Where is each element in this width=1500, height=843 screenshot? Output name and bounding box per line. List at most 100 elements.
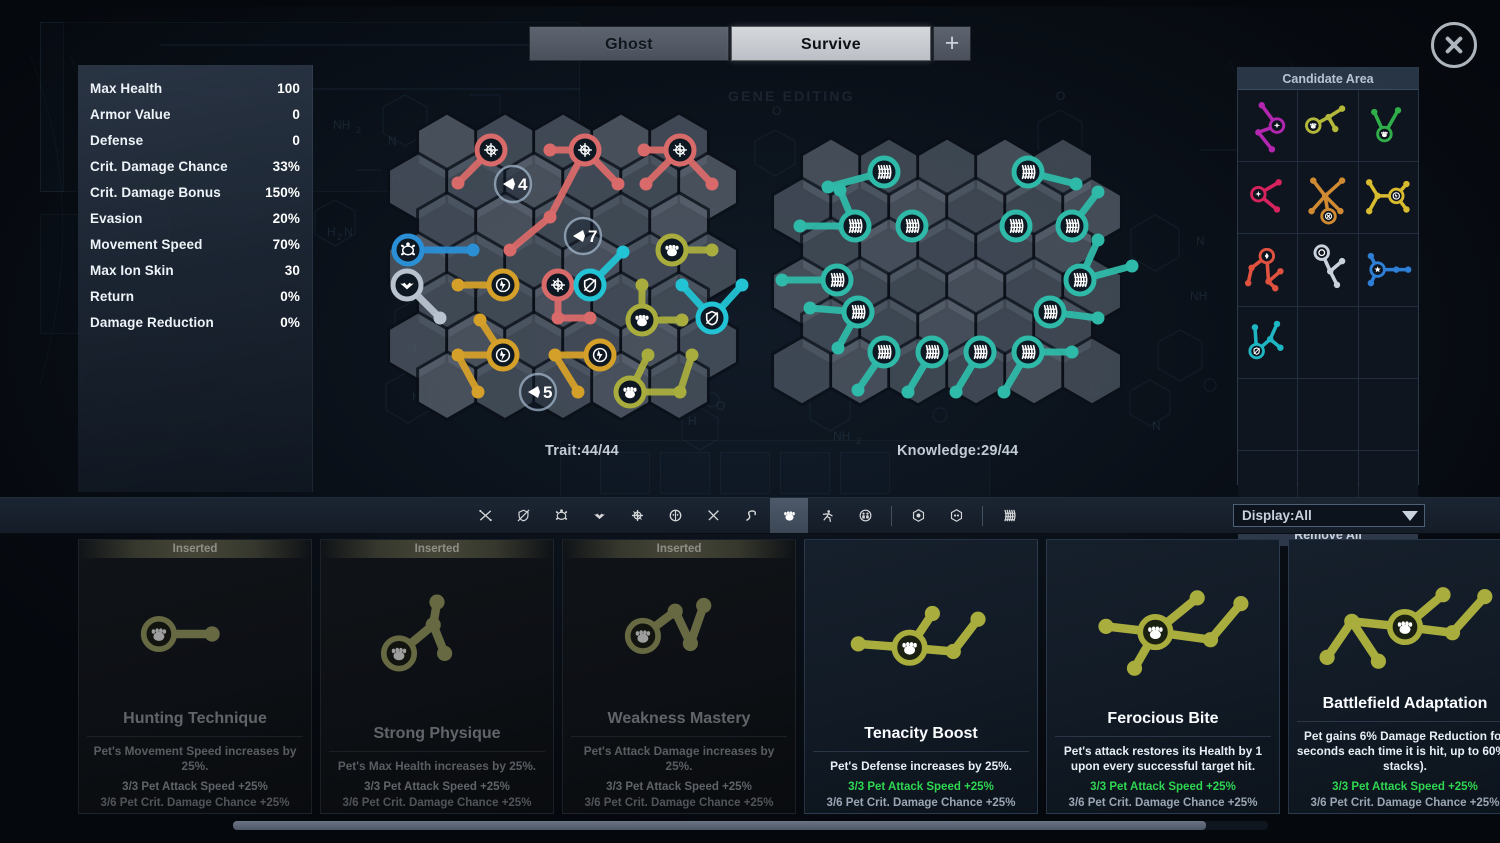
card-set-bonuses: 3/3 Pet Attack Speed +25% 3/6 Pet Crit. D… bbox=[1054, 780, 1272, 813]
gene-chain[interactable] bbox=[1011, 155, 1083, 191]
tab-ghost[interactable]: Ghost bbox=[529, 26, 729, 61]
gene-chain[interactable] bbox=[775, 263, 854, 297]
candidate-gene-slot[interactable] bbox=[1238, 234, 1298, 306]
card-title: Tenacity Boost bbox=[864, 725, 978, 743]
gene-chain[interactable] bbox=[573, 245, 630, 302]
gene-card[interactable]: Inserted Strong Physique Pet's Max Health … bbox=[320, 539, 554, 814]
svg-text:5: 5 bbox=[543, 383, 552, 402]
candidate-gene-slot[interactable] bbox=[1238, 162, 1298, 234]
bolt-shield-icon bbox=[669, 509, 681, 522]
card-set-bonuses: 3/3 Pet Attack Speed +25% 3/6 Pet Crit. D… bbox=[570, 780, 788, 813]
gene-chain[interactable] bbox=[548, 338, 617, 399]
stat-label: Evasion bbox=[90, 210, 143, 226]
filter-paw-button[interactable] bbox=[770, 498, 808, 533]
gene-chain[interactable] bbox=[390, 268, 447, 325]
filter-crosshair-button[interactable] bbox=[618, 498, 656, 533]
knowledge-counter-label: Knowledge:29/44 bbox=[897, 443, 1019, 459]
candidate-gene-slot[interactable] bbox=[1358, 90, 1418, 162]
filter-dna-button[interactable] bbox=[990, 498, 1028, 533]
display-filter-dropdown[interactable]: Display:All bbox=[1233, 504, 1425, 527]
close-circle-icon[interactable] bbox=[1431, 22, 1477, 68]
gene-card[interactable]: Inserted Weakness Mastery Pet's Attack Dam… bbox=[562, 539, 796, 814]
knowledge-hex-board[interactable] bbox=[771, 136, 1160, 430]
svg-text:N: N bbox=[344, 225, 353, 239]
stat-label: Crit. Damage Chance bbox=[90, 158, 228, 174]
gene-chain[interactable] bbox=[901, 335, 949, 399]
filter-hex-dual-button[interactable] bbox=[937, 498, 975, 533]
hex-dual-icon bbox=[950, 509, 962, 522]
stat-row: Return 0% bbox=[88, 283, 302, 309]
gene-chain[interactable] bbox=[895, 209, 929, 243]
svg-text:7: 7 bbox=[588, 227, 597, 246]
gene-chain[interactable] bbox=[793, 183, 872, 243]
stat-value: 150% bbox=[265, 184, 300, 200]
gene-chain[interactable] bbox=[451, 268, 520, 302]
gene-chain[interactable] bbox=[541, 268, 597, 325]
gene-chain[interactable] bbox=[391, 233, 480, 267]
filter-wings-button[interactable] bbox=[580, 498, 618, 533]
gene-chain[interactable] bbox=[997, 335, 1079, 399]
stat-label: Defense bbox=[90, 132, 144, 148]
gene-card[interactable]: Ferocious Bite Pet's attack restores its … bbox=[1046, 539, 1280, 814]
hex-slot[interactable] bbox=[416, 349, 478, 422]
gene-chain[interactable] bbox=[803, 295, 875, 355]
card-divider bbox=[1055, 736, 1271, 738]
gene-editing-watermark: GENE EDITING bbox=[728, 88, 855, 104]
gene-chain[interactable] bbox=[613, 348, 699, 409]
gene-chain[interactable] bbox=[625, 278, 689, 337]
trait-hex-board[interactable]: 4 7 5 bbox=[387, 105, 780, 435]
candidate-gene-slot[interactable] bbox=[1298, 90, 1358, 162]
candidate-gene-slot[interactable] bbox=[1238, 306, 1298, 378]
gene-card[interactable]: Tenacity Boost Pet's Defense increases by… bbox=[804, 539, 1038, 814]
card-description: Pet's attack restores its Health by 1 up… bbox=[1063, 744, 1263, 774]
hex-slot[interactable] bbox=[771, 335, 833, 407]
add-tab-button[interactable]: + bbox=[933, 26, 971, 61]
card-bonus-active: 3/3 Pet Attack Speed +25% bbox=[1332, 781, 1478, 794]
filter-shield-slash-button[interactable] bbox=[504, 498, 542, 533]
people-icon bbox=[859, 509, 871, 522]
candidate-gene-slot[interactable] bbox=[1358, 162, 1418, 234]
gene-card[interactable]: Inserted Hunting Technique Pet's Movement … bbox=[78, 539, 312, 814]
tab-survive[interactable]: Survive bbox=[731, 26, 931, 61]
filter-bolt-shield-button[interactable] bbox=[656, 498, 694, 533]
card-description: Pet's Defense increases by 25%. bbox=[830, 759, 1012, 774]
scrollbar-thumb[interactable] bbox=[233, 821, 1206, 830]
gene-chain[interactable] bbox=[999, 209, 1033, 243]
stat-label: Return bbox=[90, 288, 135, 304]
candidate-gene-slot[interactable] bbox=[1298, 234, 1358, 306]
spark-icon bbox=[1273, 122, 1281, 129]
gene-chain[interactable] bbox=[637, 133, 719, 191]
candidate-gene-slot[interactable] bbox=[1298, 162, 1358, 234]
gene-chain[interactable] bbox=[655, 233, 719, 267]
filter-swords-button[interactable] bbox=[694, 498, 732, 533]
gene-chain[interactable] bbox=[675, 278, 749, 335]
filter-hex-core-button[interactable] bbox=[899, 498, 937, 533]
gene-chain[interactable] bbox=[1055, 185, 1105, 243]
gene-chain[interactable] bbox=[451, 133, 508, 190]
filter-serpent-button[interactable] bbox=[732, 498, 770, 533]
filter-button-group bbox=[466, 498, 1028, 533]
candidate-gene-slot[interactable] bbox=[1358, 234, 1418, 306]
candidate-gene-slot[interactable] bbox=[1238, 90, 1298, 162]
filter-people-button[interactable] bbox=[846, 498, 884, 533]
gene-card[interactable]: Battlefield Adaptation Pet gains 6% Damag… bbox=[1288, 539, 1500, 814]
filter-runner-button[interactable] bbox=[808, 498, 846, 533]
shield-icon bbox=[705, 310, 719, 326]
gene-chain[interactable] bbox=[503, 133, 625, 257]
swords-icon bbox=[707, 510, 719, 521]
stat-row: Movement Speed 70% bbox=[88, 231, 302, 257]
card-strip-scrollbar[interactable] bbox=[233, 821, 1268, 830]
paw-icon bbox=[1397, 620, 1413, 634]
gene-chain[interactable] bbox=[1063, 233, 1139, 297]
filter-scatter-button[interactable] bbox=[466, 498, 504, 533]
filter-turtle-button[interactable] bbox=[542, 498, 580, 533]
svg-text:NH: NH bbox=[833, 429, 850, 443]
shield-icon bbox=[1253, 346, 1260, 355]
stat-value: 70% bbox=[272, 236, 300, 252]
gene-chain[interactable] bbox=[1033, 295, 1105, 329]
card-divider bbox=[571, 736, 787, 738]
gene-chain[interactable] bbox=[851, 335, 901, 397]
gene-chain[interactable] bbox=[949, 335, 997, 399]
card-status-badge bbox=[805, 540, 1037, 558]
gene-chain[interactable] bbox=[451, 313, 520, 399]
